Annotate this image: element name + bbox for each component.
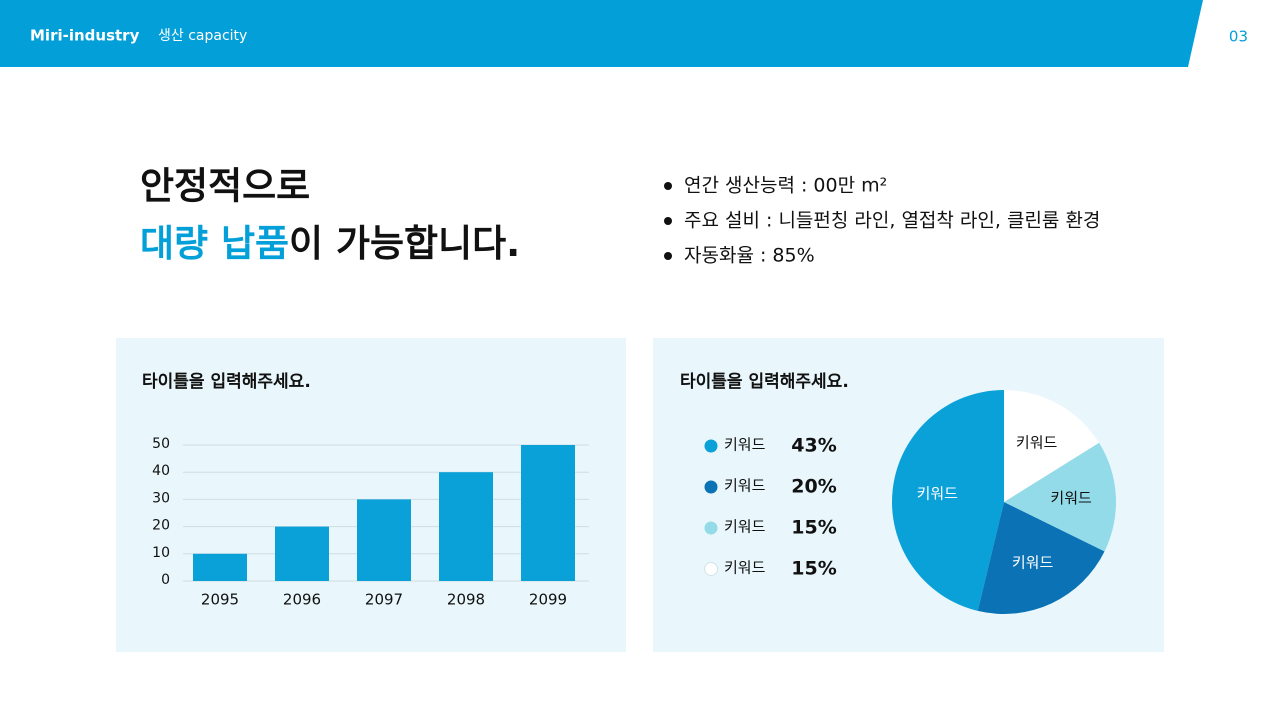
y-tick-label: 0 (161, 572, 170, 588)
bullet-text: 연간 생산능력 : 00만 m² (684, 175, 887, 197)
pie-slice (891, 390, 1004, 611)
header-bar (0, 0, 1203, 67)
headline-rest: 이 가능합니다. (289, 222, 520, 265)
bar (439, 472, 493, 581)
x-tick-label: 2099 (529, 591, 567, 609)
bar (521, 445, 575, 581)
bullet-dot (664, 182, 672, 190)
value-label: 20% (791, 476, 836, 498)
x-tick-label: 2097 (365, 591, 403, 609)
slice-label: 키워드 (917, 485, 959, 503)
x-tick-label: 2098 (447, 591, 485, 609)
legend-swatch (704, 562, 718, 576)
page-number: 03 (1229, 28, 1248, 46)
legend-label: 키워드 (724, 477, 766, 495)
headline: 대량 납품이 가능합니다. (140, 222, 520, 265)
y-tick-label: 10 (152, 545, 170, 561)
bullet-text: 자동화율 : 85% (684, 245, 815, 267)
brand: Miri-industry (30, 27, 140, 45)
legend-swatch (704, 439, 718, 453)
pie-slice (1004, 390, 1100, 502)
headline: 안정적으로 (140, 165, 310, 208)
legend-label: 키워드 (724, 518, 766, 536)
slice-label: 키워드 (1016, 434, 1058, 452)
pie-slice (1004, 442, 1117, 552)
bullet-text: 주요 설비 : 니들펀칭 라인, 열접착 라인, 클린룸 환경 (684, 210, 1100, 232)
chart-title: 타이틀을 입력해주세요. (142, 372, 311, 392)
legend-swatch (704, 521, 718, 535)
y-tick-label: 40 (152, 463, 170, 479)
bar (357, 499, 411, 581)
bullet-dot (664, 217, 672, 225)
bullet-list: 연간 생산능력 : 00만 m² 주요 설비 : 니들펀칭 라인, 열접착 라인,… (664, 175, 1100, 267)
y-tick-label: 30 (152, 490, 170, 506)
y-tick-label: 20 (152, 518, 170, 534)
bar (193, 553, 247, 581)
value-label: 43% (791, 435, 836, 457)
value-label: 15% (791, 517, 836, 539)
pie-slice (977, 502, 1105, 614)
section: 생산 capacity (158, 28, 247, 44)
slice-label: 키워드 (1012, 553, 1054, 571)
bar-chart: 0 10 20 30 40 50 2095 2096 2097 2098 2099 (152, 436, 589, 609)
legend-label: 키워드 (724, 559, 766, 577)
bullet-dot (664, 252, 672, 260)
x-tick-label: 2096 (283, 591, 321, 609)
bar (275, 526, 329, 581)
legend-swatch (704, 480, 718, 494)
x-tick-label: 2095 (201, 591, 239, 609)
legend-label: 키워드 (724, 436, 766, 454)
highlight: 대량 납품 (140, 222, 289, 265)
value-label: 15% (791, 558, 836, 580)
y-tick-label: 50 (152, 436, 170, 452)
slice-label: 키워드 (1050, 489, 1092, 507)
chart-title: 타이틀을 입력해주세요. (680, 372, 849, 392)
